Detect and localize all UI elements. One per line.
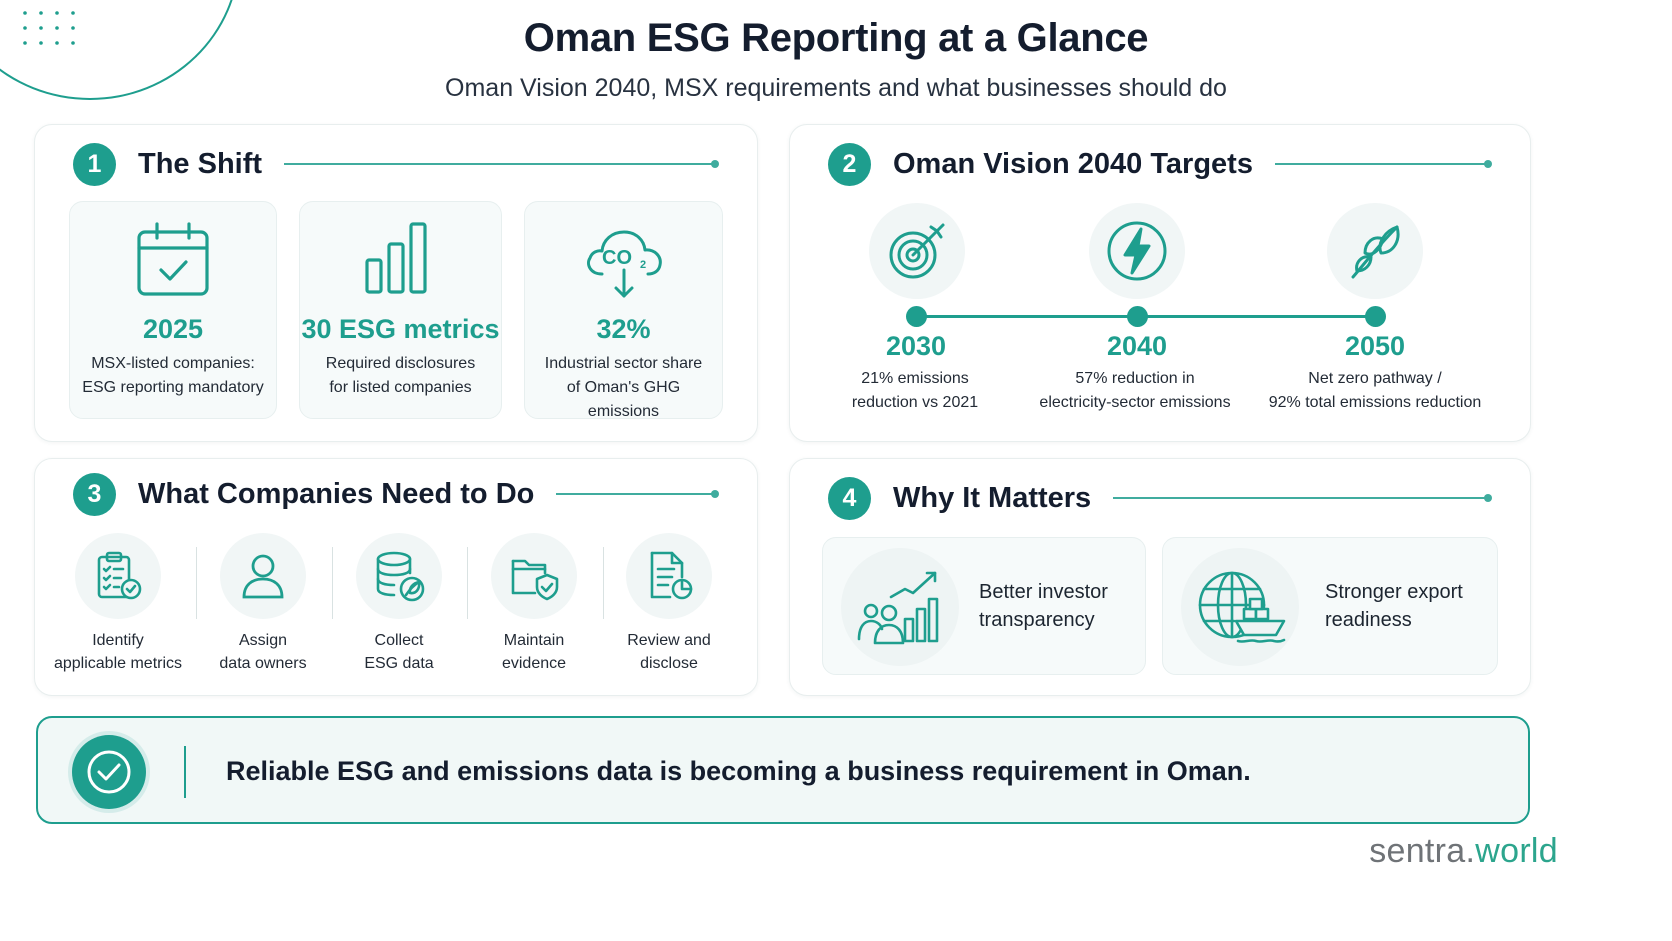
shift-card-header: 1 The Shift xyxy=(73,142,719,186)
svg-text:CO: CO xyxy=(602,247,632,269)
step-separator xyxy=(332,547,333,619)
why-icon-circle xyxy=(1181,548,1299,666)
actions-card-header: 3 What Companies Need to Do xyxy=(73,472,719,516)
why-item-investor-transparency: Better investor transparency xyxy=(822,537,1146,675)
bar-chart-icon xyxy=(364,222,427,294)
step-icon-circle xyxy=(75,533,161,619)
shift-value: 32% xyxy=(596,314,651,344)
svg-text:2: 2 xyxy=(640,259,646,271)
banner-divider xyxy=(184,746,186,798)
clipboard-checklist-icon xyxy=(97,551,142,600)
section-title: Oman Vision 2040 Targets xyxy=(893,147,1253,180)
step-identify-metrics: Identify applicable metrics xyxy=(48,533,188,675)
shift-value: 30 ESG metrics xyxy=(301,314,500,344)
why-text: Better investor transparency xyxy=(979,581,1108,631)
why-card-header: 4 Why It Matters xyxy=(828,476,1492,520)
step-separator xyxy=(196,547,197,619)
section-number-badge: 3 xyxy=(73,472,116,516)
step-icon-circle xyxy=(220,533,306,619)
leaf-icon-circle xyxy=(1327,203,1423,299)
lightning-icon-circle xyxy=(1089,203,1185,299)
why-icon-circle xyxy=(841,548,959,666)
step-separator xyxy=(603,547,604,619)
brand-logo: sentra.world xyxy=(1369,832,1558,870)
step-label: Assign data owners xyxy=(219,632,307,672)
section-title: The Shift xyxy=(138,147,263,180)
shift-description: Required disclosures for listed companie… xyxy=(325,355,476,396)
dot-grid-decoration xyxy=(23,11,75,45)
target-year: 2040 xyxy=(1106,331,1168,361)
step-label: Review and disclose xyxy=(627,632,711,672)
targets-card-header: 2 Oman Vision 2040 Targets xyxy=(828,142,1493,186)
document-chart-icon xyxy=(650,551,693,600)
page-subtitle: Oman Vision 2040, MSX requirements and w… xyxy=(445,74,1227,102)
timeline-dot-2050 xyxy=(1365,306,1386,327)
shift-description: MSX-listed companies: ESG reporting mand… xyxy=(82,355,264,396)
header-divider-line xyxy=(284,160,719,168)
database-leaf-icon xyxy=(376,551,425,602)
check-circle-icon xyxy=(72,735,146,809)
why-card: 4 Why It Matters Better investor transpa… xyxy=(789,458,1531,696)
leaf-icon xyxy=(1351,225,1400,279)
step-icon-circle xyxy=(491,533,577,619)
step-review-disclose: Review and disclose xyxy=(599,533,739,675)
header-divider-line xyxy=(1274,160,1493,168)
investors-growth-icon xyxy=(857,571,939,645)
step-icon-circle xyxy=(626,533,712,619)
step-label: Identify applicable metrics xyxy=(53,632,183,672)
shift-description: Industrial sector share of Oman's GHG em… xyxy=(544,355,703,420)
section-number-badge: 1 xyxy=(73,142,116,186)
step-assign-owners: Assign data owners xyxy=(193,533,333,675)
shift-item-emissions: CO 2 32% Industrial sector share of Oman… xyxy=(524,201,723,420)
timeline-dot-2040 xyxy=(1127,306,1148,327)
header-divider-line xyxy=(1113,494,1492,502)
target-description: Net zero pathway / 92% total emissions r… xyxy=(1268,370,1482,411)
target-icon-circle xyxy=(869,203,965,299)
section-number-badge: 4 xyxy=(828,476,871,520)
page-title: Oman ESG Reporting at a Glance xyxy=(523,16,1149,60)
calendar-check-icon xyxy=(137,222,209,296)
target-year: 2050 xyxy=(1344,331,1406,361)
section-title: Why It Matters xyxy=(893,481,1092,514)
step-collect-data: Collect ESG data xyxy=(329,533,469,675)
header-divider-line xyxy=(556,490,719,498)
timeline-dot-2030 xyxy=(906,306,927,327)
shift-item-2025: 2025 MSX-listed companies: ESG reporting… xyxy=(69,201,277,419)
why-item-export-readiness: Stronger export readiness xyxy=(1162,537,1498,675)
target-description: 57% reduction in electricity-sector emis… xyxy=(1039,370,1231,411)
section-number-badge: 2 xyxy=(828,142,871,186)
globe-ship-icon xyxy=(1198,571,1286,643)
key-message-banner: Reliable ESG and emissions data is becom… xyxy=(36,716,1530,824)
targets-card: 2 Oman Vision 2040 Targets 2030 xyxy=(789,124,1531,442)
target-year: 2030 xyxy=(885,331,947,361)
shift-value: 2025 xyxy=(142,314,204,344)
folder-shield-icon xyxy=(511,559,559,601)
step-icon-circle xyxy=(356,533,442,619)
co2-cloud-icon: CO 2 xyxy=(586,230,662,298)
step-maintain-evidence: Maintain evidence xyxy=(464,533,604,675)
actions-card: 3 What Companies Need to Do Identify app… xyxy=(34,458,758,696)
banner-text: Reliable ESG and emissions data is becom… xyxy=(226,756,1251,786)
target-description: 21% emissions reduction vs 2021 xyxy=(851,370,979,411)
step-label: Collect ESG data xyxy=(364,632,434,672)
lightning-icon xyxy=(1107,221,1167,281)
shift-card: 1 The Shift 2025 MSX-listed companies: E… xyxy=(34,124,758,442)
step-separator xyxy=(467,547,468,619)
why-text: Stronger export readiness xyxy=(1325,581,1463,631)
target-icon xyxy=(889,223,945,279)
shift-item-metrics: 30 ESG metrics Required disclosures for … xyxy=(299,201,502,419)
user-icon xyxy=(242,554,284,599)
section-title: What Companies Need to Do xyxy=(138,477,535,510)
step-label: Maintain evidence xyxy=(501,632,567,672)
